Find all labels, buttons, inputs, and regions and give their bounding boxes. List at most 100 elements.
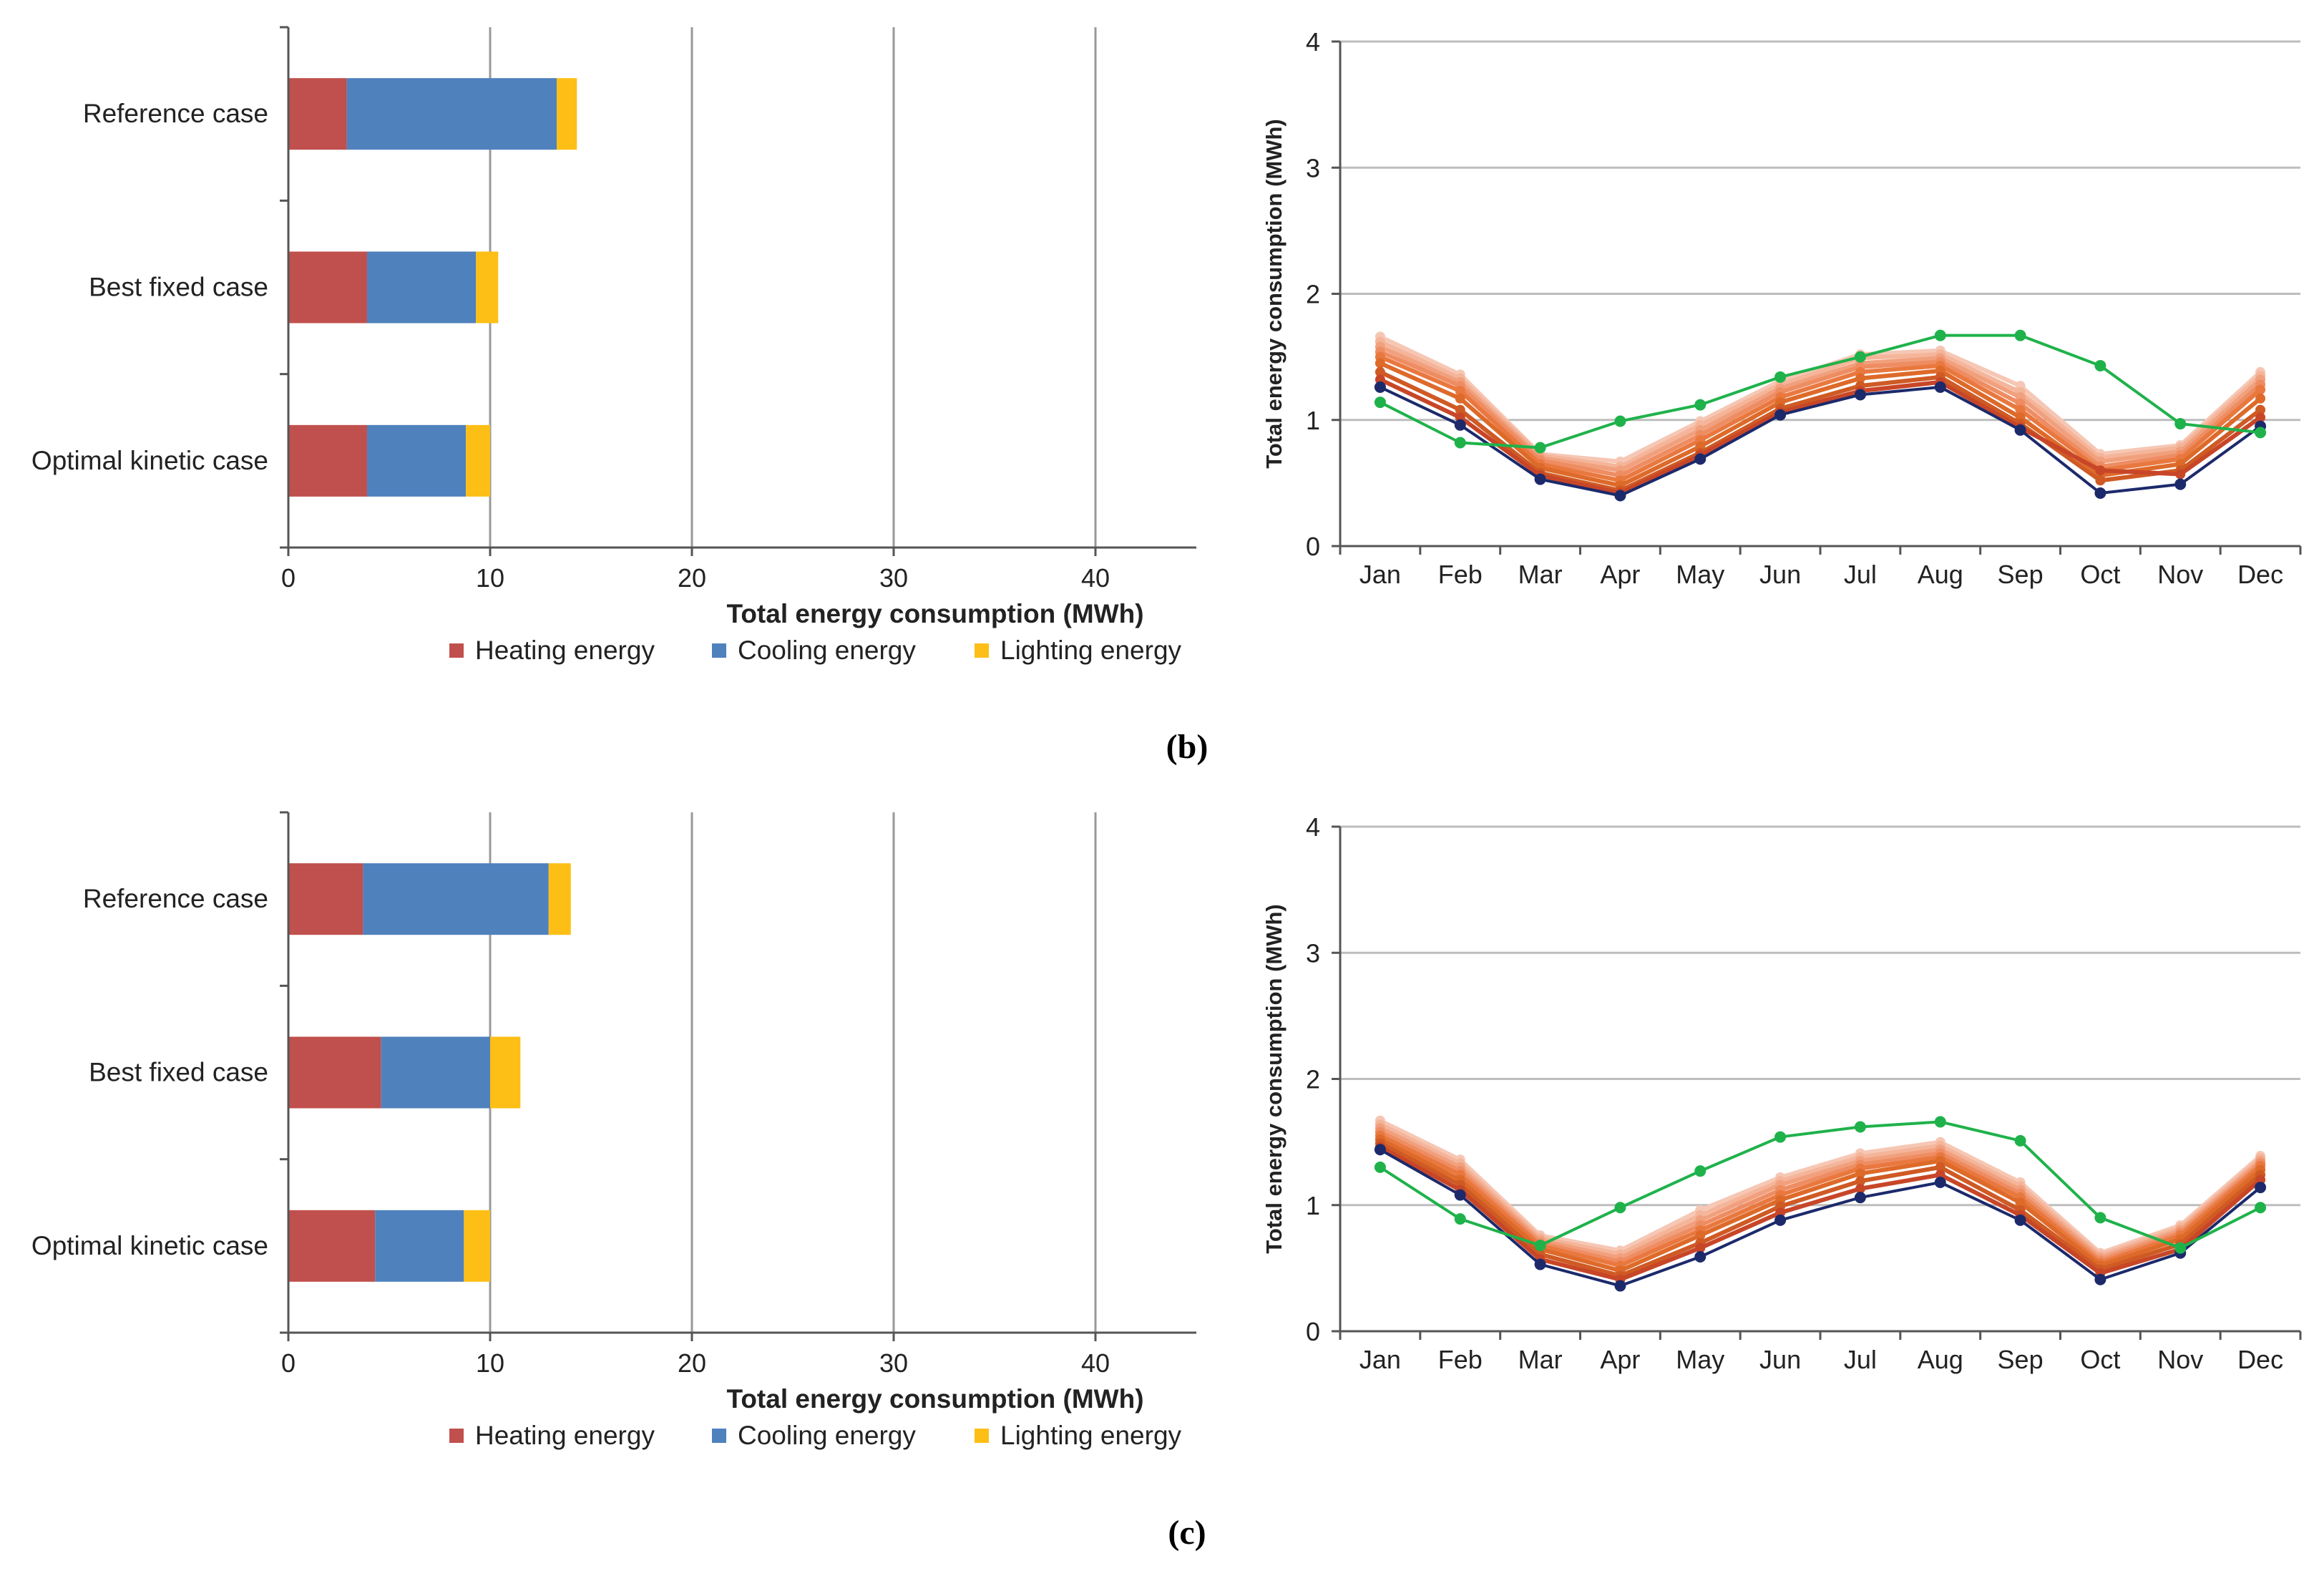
series-point-o5	[1455, 386, 1465, 397]
b-bar-chart: Reference case Best fixed case Optimal kin…	[31, 26, 1196, 665]
category-label: Optimal kinetic case	[31, 1231, 268, 1260]
series-line-o8	[1377, 1144, 2263, 1282]
series-point-o6	[2255, 393, 2266, 404]
legend-swatch-lighting	[975, 1429, 989, 1443]
panel-label-c: (c)	[1168, 1514, 1206, 1552]
series-point-reference	[2174, 1242, 2187, 1254]
series-point-best	[1374, 381, 1386, 393]
y-tick-label: 3	[1306, 938, 1320, 968]
series-line-o6	[1377, 361, 2263, 488]
month-label: Apr	[1600, 560, 1640, 589]
x-tick-label: 0	[281, 1348, 296, 1378]
series-line-reference	[1378, 334, 2262, 449]
series-point-best	[1534, 473, 1546, 485]
legend-label-cooling: Cooling energy	[738, 636, 916, 665]
panel-label-b: (b)	[1166, 728, 1209, 766]
y-axis-label: Total energy consumption (MWh)	[1261, 904, 1286, 1254]
category-label: Optimal kinetic case	[31, 446, 268, 475]
series-point-reference	[1534, 442, 1546, 454]
bar-cooling	[346, 78, 557, 150]
bar-lighting	[490, 1036, 521, 1109]
bar-lighting	[557, 78, 577, 150]
series-point-o6	[1855, 1168, 1865, 1179]
series-point-reference	[2094, 1212, 2106, 1224]
c-line-chart: 0 1 2 3 4 Jan Feb Mar Apr May Jun Jul Aug Sep Oct Nov De…	[1261, 812, 2302, 1374]
series-point-reference	[1374, 1161, 1386, 1173]
legend-swatch-heating	[449, 643, 464, 658]
series-point-reference	[1774, 371, 1787, 383]
month-label: Sep	[1998, 1345, 2044, 1374]
series-line-o8	[1377, 377, 2263, 495]
x-tick-label: 10	[476, 563, 504, 593]
month-label: Nov	[2157, 1345, 2203, 1374]
legend-swatch-cooling	[712, 643, 726, 658]
legend-swatch-cooling	[712, 1429, 726, 1443]
month-label: Feb	[1438, 1345, 1483, 1374]
series-point-reference	[1694, 399, 1707, 411]
series-point-o6	[1855, 373, 1865, 384]
series-point-reference	[1854, 351, 1866, 363]
series-point-o6	[1455, 393, 1465, 404]
series-point-best	[1934, 381, 1946, 393]
series-line-best	[1378, 1148, 2262, 1288]
month-label: Mar	[1518, 560, 1563, 589]
series-point-reference	[1774, 1131, 1787, 1143]
month-label: May	[1676, 560, 1724, 589]
legend-label-cooling: Cooling energy	[738, 1421, 916, 1450]
series-point-o7	[1455, 404, 1465, 415]
series-point-reference	[1534, 1240, 1546, 1252]
bar-heating	[288, 78, 347, 150]
series-point-o6	[1375, 358, 1385, 369]
series-point-best	[1534, 1258, 1546, 1270]
month-label: Jan	[1359, 1345, 1401, 1374]
x-tick-label: 30	[879, 1348, 908, 1378]
x-tick-label: 10	[476, 1348, 504, 1378]
month-label: Jul	[1844, 560, 1877, 589]
series-line-best	[1378, 385, 2262, 497]
series-point-reference	[2174, 418, 2187, 430]
bar-heating	[288, 424, 367, 497]
series-point-o7	[2095, 475, 2106, 486]
series-point-best	[2094, 487, 2106, 499]
month-label: Feb	[1438, 560, 1483, 589]
bar-lighting	[466, 424, 490, 497]
month-label: Jul	[1844, 1345, 1877, 1374]
category-label: Reference case	[83, 99, 268, 128]
series-point-best	[1374, 1144, 1386, 1156]
series-line-reference	[1378, 1120, 2262, 1250]
series-line-o6	[1377, 1137, 2263, 1273]
month-label: Oct	[2080, 560, 2120, 589]
bar-heating	[288, 251, 367, 324]
month-label: Jun	[1759, 1345, 1801, 1374]
month-label: Aug	[1918, 560, 1963, 589]
x-tick-label: 0	[281, 563, 296, 593]
month-label: May	[1676, 1345, 1724, 1374]
series-point-o8	[2175, 469, 2186, 480]
series-point-best	[1454, 419, 1466, 431]
month-label: Sep	[1998, 560, 2044, 589]
series-point-reference	[2255, 1202, 2267, 1214]
series-point-o5	[2015, 404, 2026, 415]
series-point-best	[1454, 1189, 1466, 1201]
bar-heating	[288, 863, 363, 935]
series-point-reference	[1454, 1213, 1466, 1225]
series-point-o6	[1695, 1230, 1706, 1241]
y-axis-label: Total energy consumption (MWh)	[1261, 119, 1286, 469]
series-point-o7	[2255, 404, 2266, 415]
series-point-reference	[1614, 1202, 1626, 1214]
series-point-o7	[1935, 1162, 1945, 1172]
legend-label-lighting: Lighting energy	[1000, 636, 1182, 665]
x-axis-label: Total energy consumption (MWh)	[726, 1384, 1143, 1414]
y-tick-label: 0	[1306, 1317, 1320, 1346]
series-point-best	[1854, 1192, 1866, 1204]
bar-lighting	[464, 1210, 490, 1282]
y-tick-label: 2	[1306, 280, 1320, 309]
series-point-reference	[1694, 1165, 1707, 1177]
month-label: Dec	[2237, 1345, 2283, 1374]
series-point-best	[2255, 1182, 2267, 1194]
series-point-reference	[1934, 1116, 1946, 1128]
y-tick-label: 4	[1306, 812, 1320, 842]
series-line-o5	[1377, 354, 2263, 483]
c-bar-chart: Reference case Best fixed case Optimal kin…	[31, 811, 1196, 1450]
